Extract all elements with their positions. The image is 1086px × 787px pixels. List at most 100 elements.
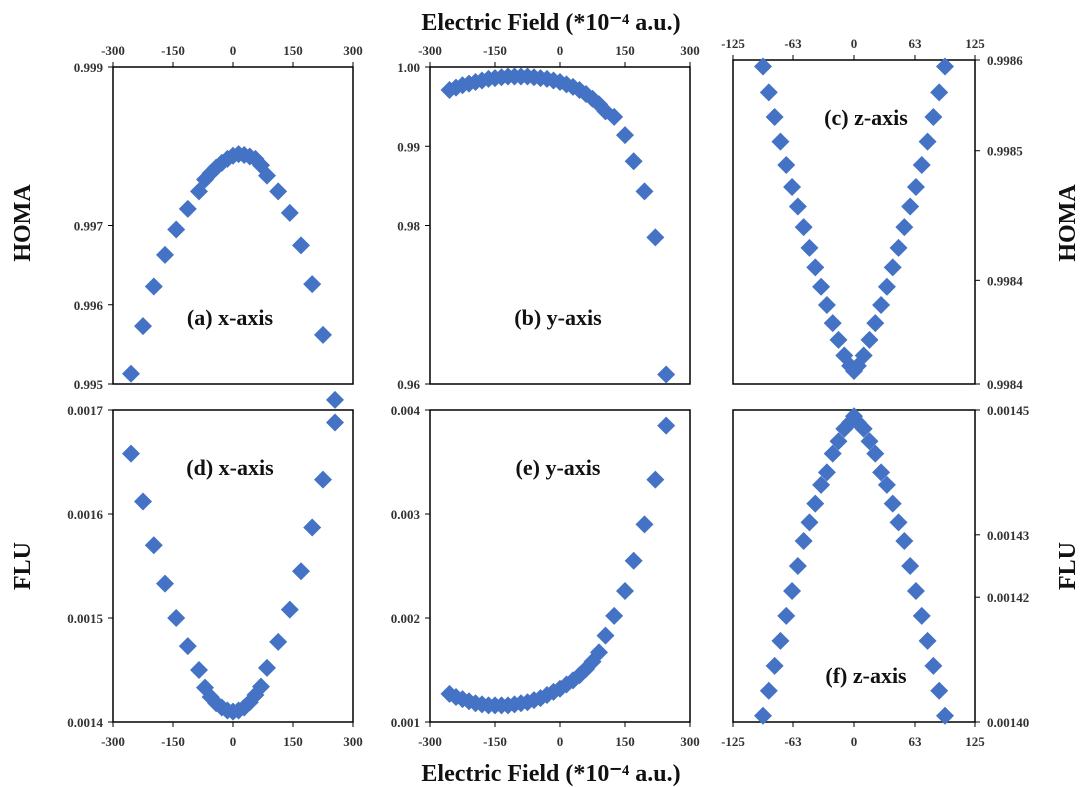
panel-3-data-point xyxy=(918,132,937,151)
panel-4-y-tick-label: 0.0015 xyxy=(67,611,103,626)
panel-6-data-point xyxy=(788,557,807,575)
panel-4-x-tick-label: 0 xyxy=(230,734,237,749)
panel-1-y-tick-label: 0.995 xyxy=(74,377,104,392)
panel-1-plot-frame xyxy=(112,66,354,385)
panel-2-y-tick-label: 0.96 xyxy=(397,377,420,392)
panel-4-label: (d) x-axis xyxy=(186,455,274,480)
bottom-axis-title: Electric Field (*10⁻⁴ a.u.) xyxy=(421,761,680,787)
panel-4-data-point xyxy=(190,661,208,679)
panel-3-data-point xyxy=(759,83,778,102)
panel-6-data-point xyxy=(806,494,825,513)
panel-5-x-tick-label: 300 xyxy=(680,734,700,749)
panel-4-y-tick-label: 0.0017 xyxy=(67,403,103,418)
panel-4-data-point xyxy=(144,536,163,555)
panel-1-x-tick-label: 150 xyxy=(283,43,303,58)
panel-5-label: (e) y-axis xyxy=(516,455,601,480)
panel-2-y-tick-label: 0.98 xyxy=(397,219,420,234)
panel-1-data-point xyxy=(292,236,310,255)
panel-3-data-point xyxy=(765,108,784,127)
panel-2-data-point xyxy=(657,365,676,384)
panel-3-data-point xyxy=(829,330,848,349)
panel-4-data-point xyxy=(269,632,288,651)
panel-2-x-tick-label: -150 xyxy=(483,43,507,58)
panel-1-data-point xyxy=(167,220,186,239)
panel-6-data-point xyxy=(906,581,925,600)
panel-6-data-point xyxy=(866,444,885,463)
panel-5-data-point xyxy=(635,515,654,534)
panel-5-x-tick-label: 0 xyxy=(557,734,564,749)
panel-4-x-tick-label: 300 xyxy=(343,734,363,749)
panel-4-data-point xyxy=(258,658,276,677)
panel-6-y-tick-label: 0.00143 xyxy=(987,528,1030,543)
panel-6-data-point xyxy=(935,706,954,725)
panel-3-data-point xyxy=(872,295,891,314)
panel-4-data-point xyxy=(122,444,140,463)
flu-label-right: FLU xyxy=(1055,542,1081,590)
panel-3-y-tick-label: 0.9984 xyxy=(987,273,1023,288)
panel-2-y-tick-label: 1.00 xyxy=(397,60,420,75)
panel-6-y-tick-label: 0.00145 xyxy=(987,403,1030,418)
panel-6-data-point xyxy=(777,606,796,625)
panel-1-y-tick-label: 0.997 xyxy=(74,219,104,234)
panel-6-data-point xyxy=(930,681,949,700)
panel-4-data-point xyxy=(292,562,310,581)
panel-1-data-point xyxy=(122,364,140,383)
panel-3-y-tick-label: 0.9985 xyxy=(987,144,1023,159)
panel-6-data-point xyxy=(860,432,879,451)
panel-5-x-tick-label: -300 xyxy=(418,734,442,749)
panel-4-data-point xyxy=(303,518,322,537)
panel-3-data-point xyxy=(935,57,954,76)
panel-6-data-point xyxy=(872,463,891,482)
panel-4-x-tick-label: -150 xyxy=(161,734,185,749)
panel-4-plot-frame xyxy=(112,409,354,723)
panel-4-data-point xyxy=(280,600,299,619)
panel-3-data-point xyxy=(906,178,925,197)
panel-3-data-point xyxy=(806,258,825,277)
panel-6-data-point xyxy=(854,419,873,438)
panel-1-data-point xyxy=(314,325,332,344)
panel-1-x-tick-label: 0 xyxy=(230,43,237,58)
panel-3-data-point xyxy=(866,314,885,333)
panel-6-y-tick-label: 0.00142 xyxy=(987,590,1029,605)
panel-5-data-point xyxy=(646,470,665,489)
panel-6-data-point xyxy=(883,494,902,513)
panel-1-label: (a) x-axis xyxy=(187,305,274,330)
panel-4-data-point xyxy=(178,637,197,656)
panel-6-data-point xyxy=(800,513,819,532)
panel-2-x-tick-label: 300 xyxy=(680,43,700,58)
panel-5-plot-frame xyxy=(429,409,691,723)
panel-3-x-tick-label: -125 xyxy=(721,36,745,51)
panel-2-data-point xyxy=(635,182,654,201)
panel-5-data-point xyxy=(624,551,643,570)
panel-4-y-tick-label: 0.0016 xyxy=(67,507,103,522)
panel-3-x-tick-label: -63 xyxy=(784,36,802,51)
panel-3-x-tick-label: 63 xyxy=(908,36,922,51)
flu-label-left: FLU xyxy=(10,542,36,590)
panel-2-x-tick-label: 0 xyxy=(557,43,564,58)
panel-1-x-tick-label: -150 xyxy=(161,43,185,58)
panel-3-x-tick-label: 125 xyxy=(965,36,985,51)
panel-3-x-tick-label: 0 xyxy=(851,36,858,51)
panel-3-data-point xyxy=(877,277,896,296)
panel-6-x-tick-label: 63 xyxy=(908,734,922,749)
panel-3-data-point xyxy=(777,155,796,174)
panel-5-data-point xyxy=(616,581,634,600)
panel-2-x-tick-label: 150 xyxy=(615,43,635,58)
panel-4-x-tick-label: 150 xyxy=(283,734,303,749)
panel-3-data-point xyxy=(783,178,802,197)
panel-1-x-tick-label: -300 xyxy=(101,43,125,58)
panel-1-x-tick-label: 300 xyxy=(343,43,363,58)
panel-3-data-point xyxy=(930,83,949,102)
panel-6-x-tick-label: -63 xyxy=(784,734,802,749)
panel-6-data-point xyxy=(759,681,778,700)
panel-6-data-point xyxy=(829,432,848,451)
panel-4-x-tick-label: -300 xyxy=(101,734,125,749)
panel-4: -300 -150 0 150 300 0.0017 0.0016 0.0015 0.0014 (… xyxy=(67,403,363,749)
panel-5-y-tick-label: 0.002 xyxy=(391,611,420,626)
panel-2-data-point xyxy=(605,107,624,126)
panel-5-y-tick-label: 0.003 xyxy=(391,507,421,522)
panel-6-data-point xyxy=(912,606,931,625)
panel-1-data-point xyxy=(258,166,276,185)
panel-6-data-point xyxy=(889,513,908,532)
